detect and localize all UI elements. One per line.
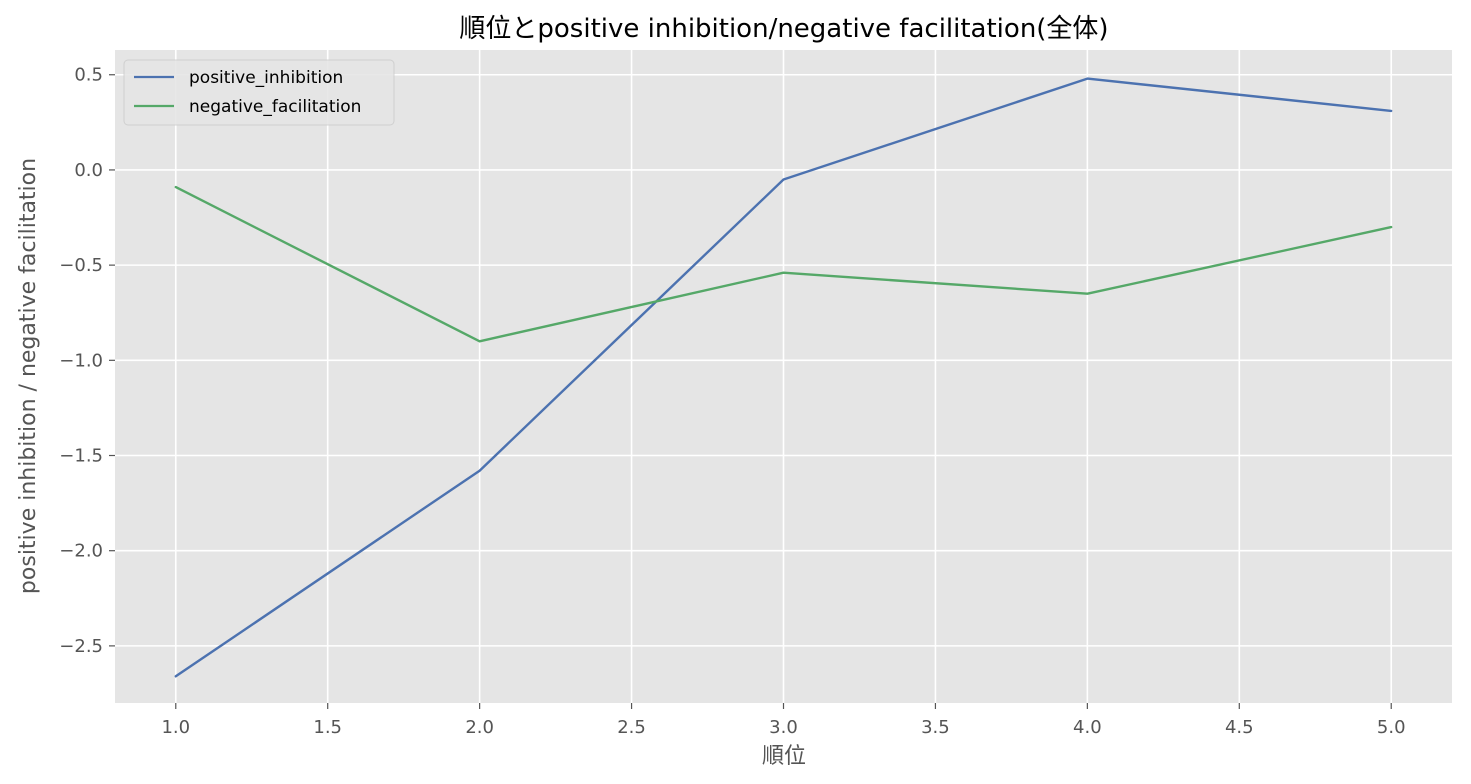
- x-tick-label-5-0: 5.0: [1377, 717, 1406, 738]
- legend-label-positive-inhibition: positive_inhibition: [189, 68, 343, 88]
- x-axis-label: 順位: [762, 744, 806, 769]
- x-tick-label-1-5: 1.5: [313, 717, 342, 738]
- grid-lines: [115, 50, 1452, 703]
- x-tick-label-2-5: 2.5: [617, 717, 646, 738]
- legend-label-negative-facilitation: negative_facilitation: [189, 97, 361, 117]
- legend-box: [123, 59, 395, 126]
- y-tick-label-0-5: −0.5: [59, 255, 103, 276]
- y-tick-label-0-0: 0.0: [74, 160, 103, 181]
- y-axis-ticks: 0.5 0.0 −0.5 −1.0 −1.5 −2.0 −2.5: [59, 65, 115, 657]
- x-tick-label-1-0: 1.0: [161, 717, 190, 738]
- y-tick-label-1-5: −1.5: [59, 446, 103, 467]
- y-tick-label-0-5: 0.5: [74, 65, 103, 86]
- series-line-negative-facilitation: [174, 185, 1393, 343]
- series-lines: [174, 77, 1393, 678]
- x-tick-label-4-5: 4.5: [1225, 717, 1254, 738]
- x-axis-ticks: 1.0 1.5 2.0 2.5 3.0 3.5 4.0 4.5 5.0: [161, 703, 1406, 738]
- y-tick-label-1-0: −1.0: [59, 350, 103, 371]
- y-axis-label: positive inhibition / negative facilitat…: [16, 158, 41, 594]
- x-tick-label-2-0: 2.0: [465, 717, 494, 738]
- chart-title: 順位とpositive inhibition/negative facilita…: [459, 14, 1108, 44]
- x-tick-label-3-0: 3.0: [769, 717, 798, 738]
- y-tick-label-2-5: −2.5: [59, 636, 103, 657]
- y-tick-label-2-0: −2.0: [59, 541, 103, 562]
- legend: positive_inhibition negative_facilitatio…: [123, 59, 395, 126]
- x-tick-label-3-5: 3.5: [921, 717, 950, 738]
- series-line-positive-inhibition: [174, 77, 1393, 678]
- x-tick-label-4-0: 4.0: [1073, 717, 1102, 738]
